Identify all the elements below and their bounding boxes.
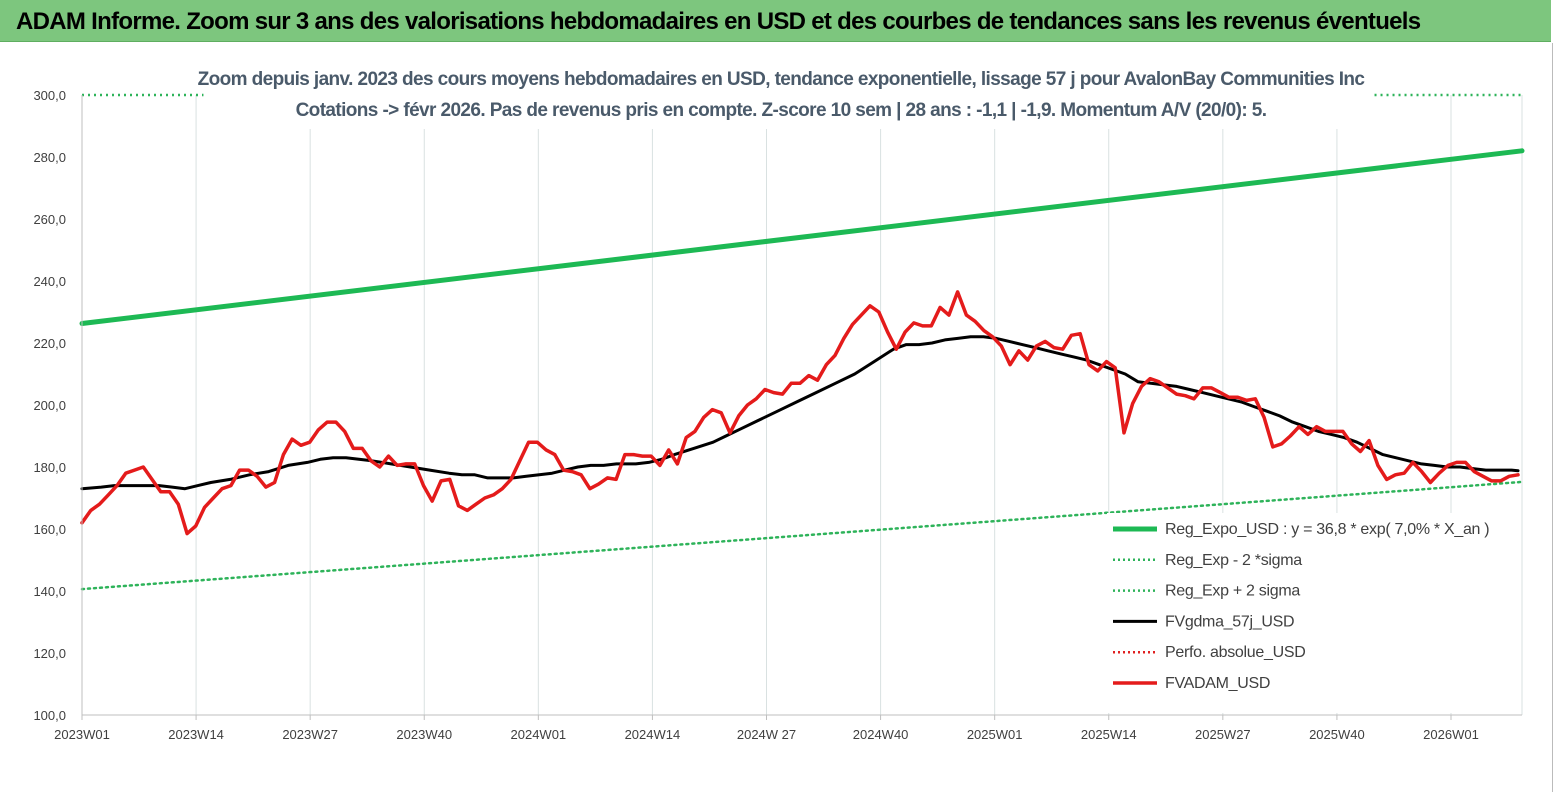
legend-label-4: Perfo. absolue_USD bbox=[1165, 644, 1305, 661]
chart-title-block: Zoom depuis janv. 2023 des cours moyens … bbox=[198, 61, 1366, 129]
legend-label-0: Reg_Expo_USD : y = 36,8 * exp( 7,0% * X_… bbox=[1165, 521, 1489, 538]
title-backdrop bbox=[205, 61, 1350, 129]
chart-title: Zoom depuis janv. 2023 des cours moyens … bbox=[198, 69, 1366, 90]
y-tick-label-10: 300,0 bbox=[33, 88, 66, 103]
y-tick-label-6: 220,0 bbox=[33, 336, 66, 351]
x-tick-label-0: 2023W01 bbox=[54, 727, 110, 742]
x-tick-label-10: 2025W27 bbox=[1195, 727, 1251, 742]
y-tick-label-5: 200,0 bbox=[33, 398, 66, 413]
x-tick-label-2: 2023W27 bbox=[282, 727, 338, 742]
series-line-3 bbox=[80, 335, 1520, 491]
y-tick-label-9: 280,0 bbox=[33, 150, 66, 165]
line-chart: Zoom depuis janv. 2023 des cours moyens … bbox=[0, 43, 1552, 783]
x-tick-label-7: 2024W40 bbox=[853, 727, 909, 742]
y-tick-label-4: 180,0 bbox=[33, 460, 66, 475]
y-tick-label-7: 240,0 bbox=[33, 274, 66, 289]
window-edge bbox=[1552, 43, 1567, 792]
x-tick-label-1: 2023W14 bbox=[168, 727, 224, 742]
series-line-1 bbox=[80, 480, 1524, 591]
x-tick-label-4: 2024W01 bbox=[511, 727, 567, 742]
legend-label-1: Reg_Exp - 2 *sigma bbox=[1165, 552, 1302, 569]
y-tick-label-8: 260,0 bbox=[33, 212, 66, 227]
chart-subtitle: Cotations -> févr 2026. Pas de revenus p… bbox=[296, 100, 1267, 121]
series-layer bbox=[79, 93, 1525, 591]
series-line-5 bbox=[80, 290, 1520, 536]
y-tick-label-2: 140,0 bbox=[33, 584, 66, 599]
y-tick-label-1: 120,0 bbox=[33, 646, 66, 661]
chart-area: Zoom depuis janv. 2023 des cours moyens … bbox=[0, 43, 1552, 783]
legend-backdrop bbox=[1107, 513, 1519, 713]
legend-label-5: FVADAM_USD bbox=[1165, 675, 1270, 692]
report-banner-title: ADAM Informe. Zoom sur 3 ans des valoris… bbox=[0, 0, 1551, 42]
axes: 100,0 120,0 140,0 160,0 180,0 200,0 220,0 240,0… bbox=[33, 88, 1522, 742]
x-tick-label-9: 2025W14 bbox=[1081, 727, 1137, 742]
x-tick-label-11: 2025W40 bbox=[1309, 727, 1365, 742]
x-tick-label-6: 2024W 27 bbox=[737, 727, 796, 742]
x-tick-label-8: 2025W01 bbox=[967, 727, 1023, 742]
y-tick-label-3: 160,0 bbox=[33, 522, 66, 537]
legend-label-3: FVgdma_57j_USD bbox=[1165, 613, 1294, 630]
legend: Reg_Expo_USD : y = 36,8 * exp( 7,0% * X_… bbox=[1107, 513, 1519, 713]
x-tick-label-5: 2024W14 bbox=[625, 727, 681, 742]
x-tick-label-3: 2023W40 bbox=[396, 727, 452, 742]
legend-label-2: Reg_Exp + 2 sigma bbox=[1165, 583, 1300, 600]
series-line-0 bbox=[79, 148, 1525, 326]
x-tick-label-12: 2026W01 bbox=[1423, 727, 1479, 742]
y-tick-label-0: 100,0 bbox=[33, 708, 66, 723]
